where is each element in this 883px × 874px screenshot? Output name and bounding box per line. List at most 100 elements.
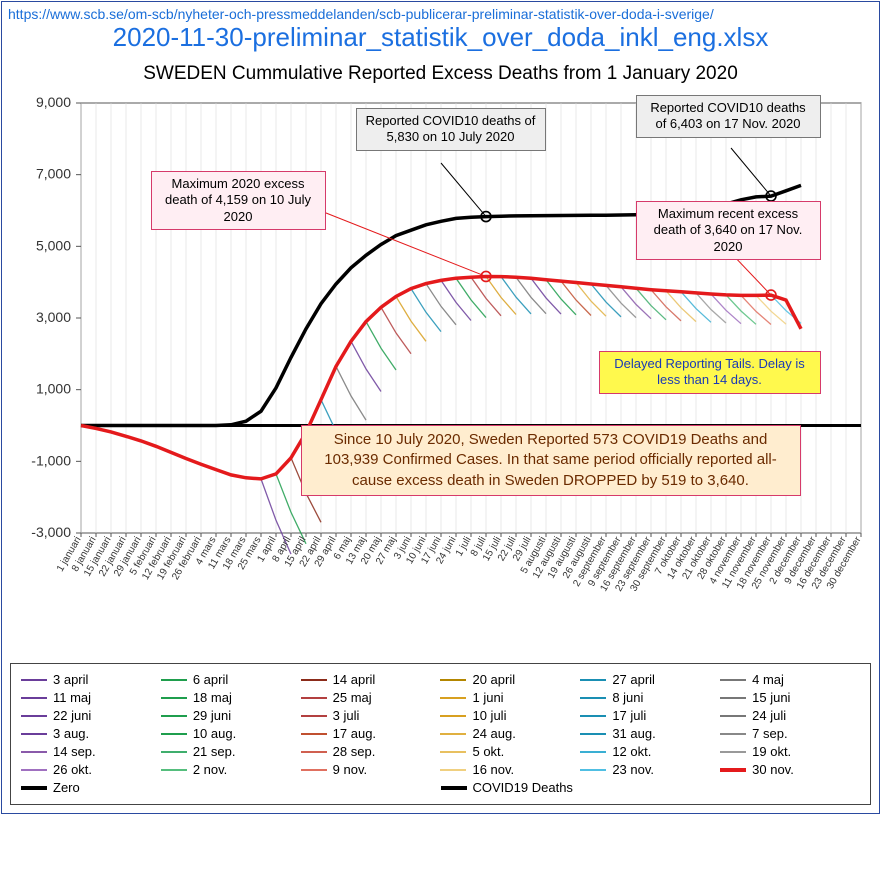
legend-label: 22 juni (53, 708, 91, 723)
legend-item: 8 juni (580, 690, 720, 705)
legend-label: 29 juni (193, 708, 231, 723)
legend-swatch (21, 733, 47, 735)
callout-max-nov: Maximum recent excess death of 3,640 on … (636, 201, 821, 260)
legend-item: 24 juli (720, 708, 860, 723)
legend-label: 8 juni (612, 690, 643, 705)
legend-swatch (301, 769, 327, 771)
legend-swatch (161, 715, 187, 717)
legend-swatch (580, 715, 606, 717)
legend-item: 23 nov. (580, 762, 720, 777)
legend-swatch (720, 697, 746, 699)
chart-frame: https://www.scb.se/om-scb/nyheter-och-pr… (1, 1, 880, 814)
legend-label: 2 nov. (193, 762, 227, 777)
chart-title: SWEDEN Cummulative Reported Excess Death… (2, 63, 879, 85)
legend-swatch (580, 769, 606, 771)
legend-item: 21 sep. (161, 744, 301, 759)
legend-label: COVID19 Deaths (473, 780, 573, 795)
legend-swatch (21, 786, 47, 790)
callout-delayed-tails: Delayed Reporting Tails. Delay is less t… (599, 351, 821, 394)
legend-item: 1 juni (440, 690, 580, 705)
legend-item: 6 april (161, 672, 301, 687)
source-url: https://www.scb.se/om-scb/nyheter-och-pr… (2, 2, 879, 22)
legend-swatch (440, 733, 466, 735)
legend-swatch (301, 751, 327, 753)
legend-swatch (440, 715, 466, 717)
legend-label: 3 aug. (53, 726, 89, 741)
legend-label: 6 april (193, 672, 228, 687)
legend-swatch (161, 769, 187, 771)
legend-item: 18 maj (161, 690, 301, 705)
source-filename: 2020-11-30-preliminar_statistik_over_dod… (2, 22, 879, 59)
legend-item: 11 maj (21, 690, 161, 705)
legend-label: 26 okt. (53, 762, 92, 777)
legend-swatch (580, 751, 606, 753)
callout-max-july: Maximum 2020 excess death of 4,159 on 10… (151, 171, 326, 230)
legend-label: 7 sep. (752, 726, 787, 741)
chart-area: -3,000-1,0001,0003,0005,0007,0009,0001 j… (11, 93, 871, 653)
legend-item: 31 aug. (580, 726, 720, 741)
svg-text:5,000: 5,000 (35, 237, 70, 253)
legend-item: 22 juni (21, 708, 161, 723)
legend-item: 30 nov. (720, 762, 860, 777)
legend-label: 14 april (333, 672, 376, 687)
legend-item: 15 juni (720, 690, 860, 705)
legend-item: 10 juli (440, 708, 580, 723)
legend-swatch (720, 715, 746, 717)
legend-swatch (21, 769, 47, 771)
legend-label: 17 aug. (333, 726, 376, 741)
legend-swatch (720, 679, 746, 681)
legend-item: 4 maj (720, 672, 860, 687)
svg-text:3,000: 3,000 (35, 309, 70, 325)
legend-label: 10 juli (472, 708, 506, 723)
legend-swatch (440, 769, 466, 771)
legend-label: 20 april (472, 672, 515, 687)
legend-label: 4 maj (752, 672, 784, 687)
legend-item: 5 okt. (440, 744, 580, 759)
legend-item: 9 nov. (301, 762, 441, 777)
legend-label: 5 okt. (472, 744, 504, 759)
legend-label: 31 aug. (612, 726, 655, 741)
legend-swatch (21, 679, 47, 681)
legend-label: 25 maj (333, 690, 372, 705)
legend-item: 14 sep. (21, 744, 161, 759)
legend-label: Zero (53, 780, 80, 795)
legend-swatch (161, 733, 187, 735)
legend-item: 16 nov. (440, 762, 580, 777)
legend-label: 11 maj (53, 690, 91, 705)
legend-item: 27 april (580, 672, 720, 687)
legend-label: 27 april (612, 672, 655, 687)
callout-covid-nov: Reported COVID10 deaths of 6,403 on 17 N… (636, 95, 821, 138)
svg-text:1,000: 1,000 (35, 381, 70, 397)
legend-swatch (440, 697, 466, 699)
legend-swatch (161, 697, 187, 699)
svg-text:-3,000: -3,000 (31, 524, 71, 540)
legend-swatch (720, 733, 746, 735)
legend-label: 17 juli (612, 708, 646, 723)
legend-swatch (440, 751, 466, 753)
chart-legend: 3 april 6 april 14 april 20 april 27 april 4 … (10, 663, 871, 805)
legend-swatch (580, 679, 606, 681)
legend-swatch (301, 715, 327, 717)
legend-item: 12 okt. (580, 744, 720, 759)
legend-swatch (161, 751, 187, 753)
legend-label: 24 aug. (472, 726, 515, 741)
legend-swatch (440, 679, 466, 681)
svg-text:9,000: 9,000 (35, 94, 70, 110)
legend-label: 19 okt. (752, 744, 791, 759)
legend-label: 30 nov. (752, 762, 794, 777)
legend-item: 29 juni (161, 708, 301, 723)
legend-item: 17 juli (580, 708, 720, 723)
svg-text:7,000: 7,000 (35, 166, 70, 182)
legend-item: 3 april (21, 672, 161, 687)
legend-swatch (301, 679, 327, 681)
legend-item: 26 okt. (21, 762, 161, 777)
legend-label: 3 april (53, 672, 88, 687)
legend-item: 14 april (301, 672, 441, 687)
callout-covid-july: Reported COVID10 deaths of 5,830 on 10 J… (356, 108, 546, 151)
legend-label: 15 juni (752, 690, 790, 705)
legend-item: 3 aug. (21, 726, 161, 741)
legend-label: 10 aug. (193, 726, 236, 741)
legend-swatch (580, 733, 606, 735)
legend-swatch (21, 715, 47, 717)
legend-label: 9 nov. (333, 762, 367, 777)
